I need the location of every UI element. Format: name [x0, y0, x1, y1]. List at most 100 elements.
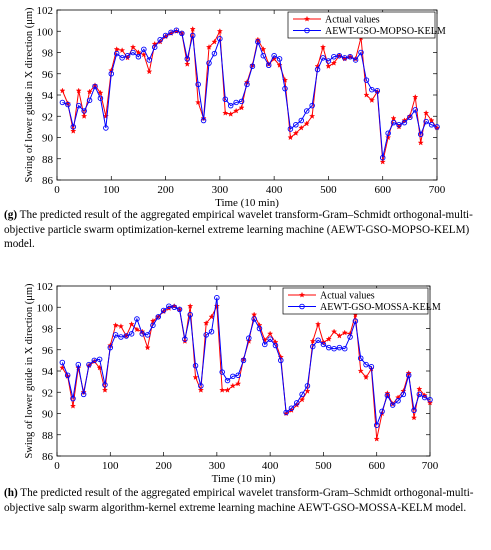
x-tick-label-h: 700 [422, 460, 439, 472]
data-point-g-0 [227, 110, 234, 117]
legend-box-g [287, 11, 436, 39]
data-point-h-1 [187, 311, 193, 318]
data-point-h-1 [182, 336, 188, 342]
data-point-g-0 [319, 44, 327, 50]
y-axis-label-g: Swing of lower guide in X direction (μm) [24, 7, 35, 183]
chart-panel-g: 0 100 200 300 400 500 600 700 86 88 90 92 94 96 98 100 1… [0, 0, 491, 270]
y-tick-label-h: 96 [42, 345, 54, 357]
data-point-g-1 [81, 108, 87, 114]
x-tick-label-h: 100 [102, 460, 119, 472]
y-tick-label-h: 100 [37, 302, 54, 314]
data-point-g-1 [265, 62, 272, 69]
y-tick-label-g: 94 [42, 90, 54, 102]
y-tick-label-g: 86 [42, 175, 54, 187]
data-point-g-0 [303, 120, 310, 127]
data-point-h-0 [117, 323, 124, 329]
data-point-h-1 [278, 357, 284, 364]
caption-g: (g) The predicted result of the aggregat… [4, 208, 488, 252]
y-tick-label-h: 94 [42, 366, 54, 378]
caption-h-letter: (h) [4, 487, 18, 499]
data-point-g-0 [238, 104, 245, 111]
x-tick-label-g: 300 [212, 184, 229, 196]
x-tick-label-g: 100 [103, 184, 120, 196]
data-point-h-1 [134, 316, 140, 322]
data-point-h-1 [107, 344, 114, 351]
data-point-g-1 [151, 44, 158, 50]
data-point-h-1 [91, 357, 98, 364]
data-point-h-0 [213, 303, 220, 309]
data-point-h-0 [208, 313, 215, 320]
data-point-g-1 [233, 99, 239, 106]
data-point-g-1 [374, 87, 381, 94]
data-point-h-1 [176, 306, 183, 313]
line-chart-g: 0 100 200 300 400 500 600 700 86 88 90 92 94 96 98 100 1… [24, 5, 446, 209]
data-point-h-1 [208, 328, 215, 335]
data-point-g-1 [331, 54, 337, 60]
data-point-g-0 [211, 38, 218, 45]
data-point-g-0 [428, 117, 435, 124]
y-tick-label-h: 92 [42, 387, 53, 399]
data-point-h-0 [331, 328, 338, 335]
data-point-h-1 [75, 361, 82, 368]
legend-marker-h-1 [299, 303, 305, 310]
legend-label-h-0: Actual values [320, 291, 375, 302]
data-point-g-1 [168, 29, 174, 36]
data-point-h-1 [347, 334, 353, 340]
line-chart-h: 0 100 200 300 400 500 600 700 86 88 90 92 94 96 98 100 1… [24, 281, 441, 485]
data-point-h-1 [224, 377, 231, 384]
data-point-h-1 [96, 356, 103, 363]
data-point-h-1 [59, 359, 66, 366]
data-point-h-1 [272, 342, 279, 349]
data-point-h-0 [299, 396, 306, 403]
data-point-g-1 [141, 46, 147, 53]
data-point-g-0 [260, 46, 267, 52]
data-point-h-0 [197, 386, 204, 393]
data-point-g-1 [309, 102, 315, 109]
data-point-h-1 [294, 400, 300, 406]
data-point-g-0 [184, 61, 191, 67]
data-point-g-0 [75, 87, 82, 94]
data-point-h-0 [410, 414, 418, 421]
data-point-g-0 [119, 47, 126, 53]
data-point-h-1 [326, 344, 332, 351]
data-point-h-1 [86, 361, 92, 368]
x-tick-label-g: 600 [374, 184, 391, 196]
data-point-h-0 [416, 385, 423, 392]
caption-h-text: The predicted result of the aggregated e… [4, 487, 474, 514]
data-point-h-1 [352, 318, 359, 324]
data-point-g-0 [97, 89, 104, 96]
data-point-g-1 [244, 81, 250, 88]
series-line-g-1 [62, 29, 438, 158]
data-point-h-0 [426, 399, 434, 406]
data-point-h-0 [341, 329, 348, 336]
caption-g-letter: (g) [4, 209, 18, 221]
data-point-g-1 [276, 56, 283, 62]
data-point-h-0 [267, 330, 274, 337]
data-point-g-0 [417, 139, 424, 146]
data-point-g-0 [59, 87, 66, 94]
data-point-h-1 [64, 372, 71, 378]
data-point-h-1 [283, 409, 289, 416]
data-point-h-1 [363, 361, 369, 368]
data-point-h-1 [230, 373, 236, 380]
data-point-h-0 [357, 367, 364, 374]
data-point-h-1 [411, 407, 417, 414]
data-point-g-1 [401, 119, 408, 126]
y-tick-label-h: 90 [42, 409, 54, 421]
data-point-g-1 [314, 66, 321, 73]
y-tick-label-g: 100 [37, 26, 54, 38]
data-point-g-1 [385, 130, 391, 136]
data-point-h-1 [214, 294, 220, 301]
data-point-g-1 [341, 55, 348, 61]
data-point-g-1 [113, 50, 120, 57]
data-point-h-1 [368, 363, 375, 370]
data-point-g-1 [179, 30, 185, 37]
data-point-h-1 [262, 341, 268, 348]
data-point-h-0 [112, 322, 119, 328]
y-tick-label-h: 98 [42, 324, 54, 336]
data-point-g-1 [287, 126, 294, 132]
data-point-g-1 [336, 52, 343, 59]
data-point-g-0 [412, 93, 419, 100]
data-point-g-1 [379, 154, 386, 161]
data-point-g-0 [222, 109, 229, 116]
